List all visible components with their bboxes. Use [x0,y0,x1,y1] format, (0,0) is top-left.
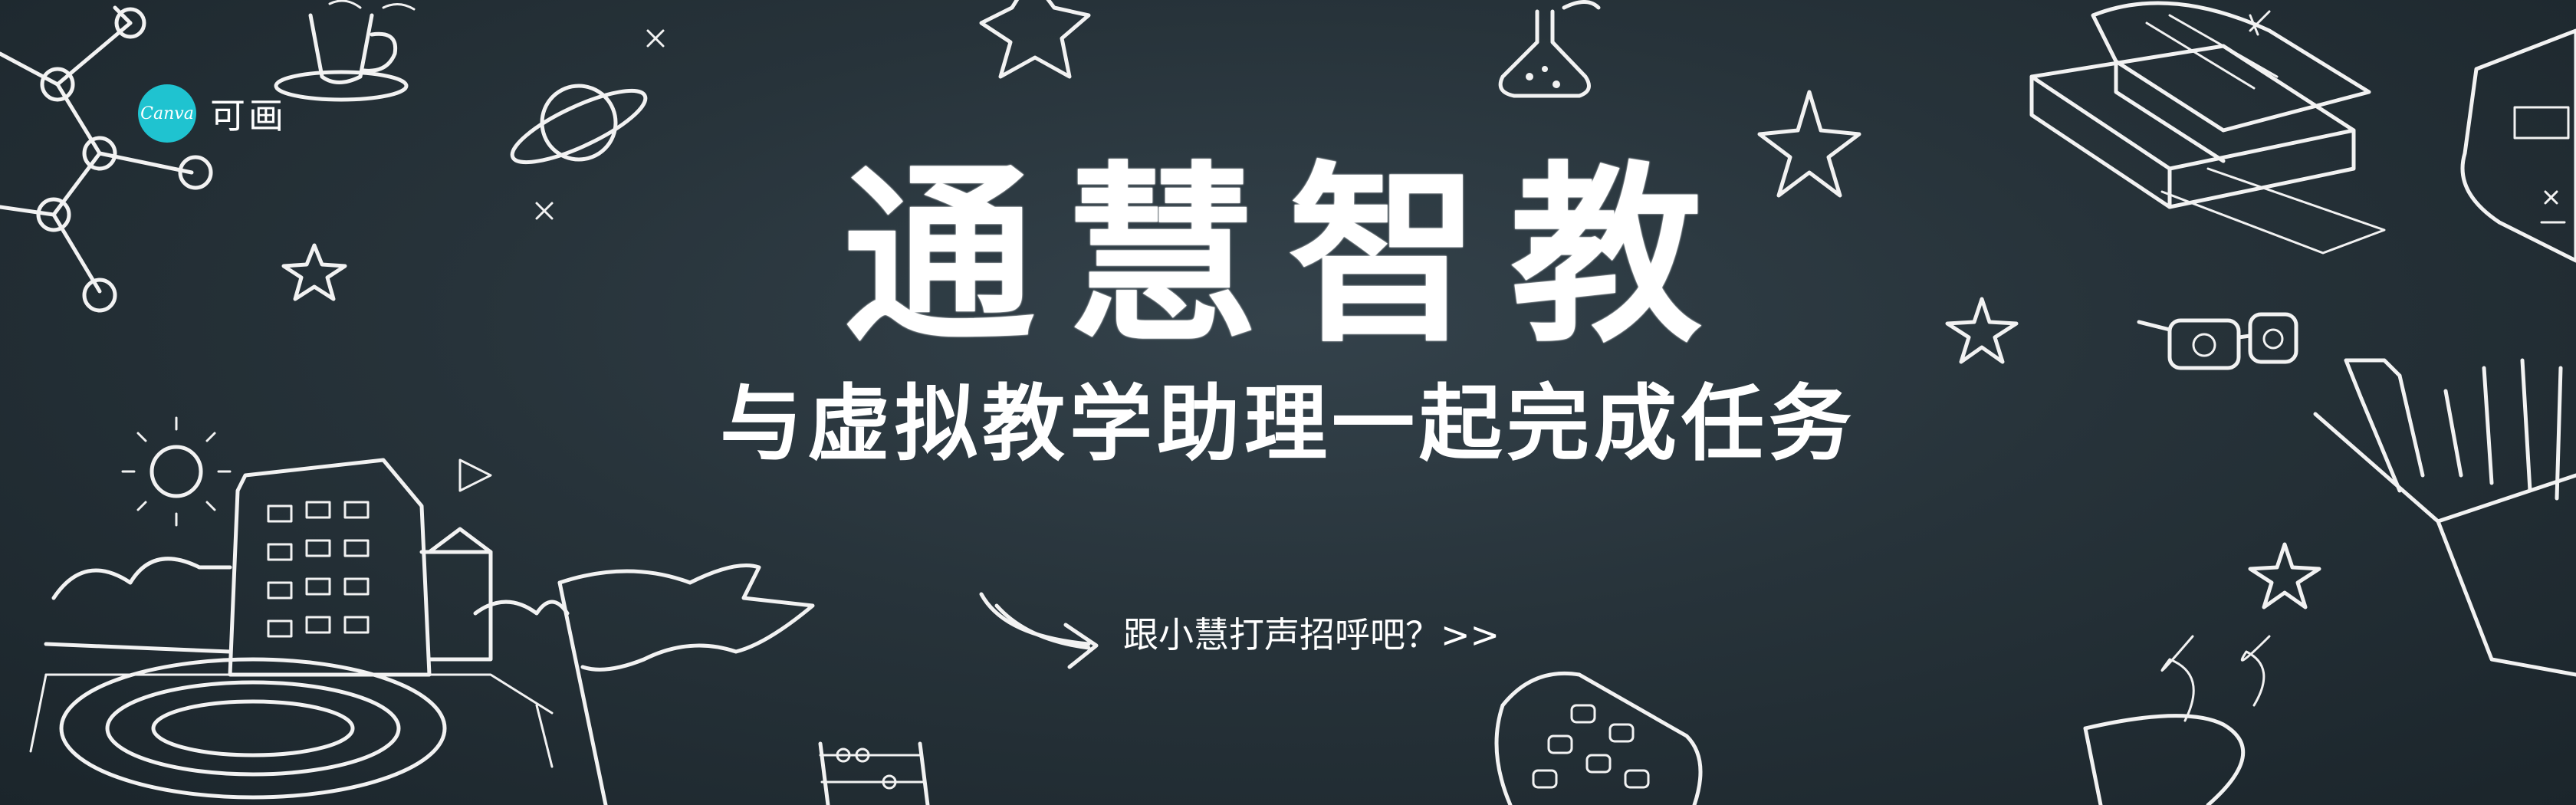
banner-subtitle: 与虚拟教学助理一起完成任务 [719,376,1856,472]
books-icon [2029,1,2386,255]
greet-assistant-link[interactable]: 跟小慧打声招呼吧？>> [1123,614,1500,656]
calculator-icon-bottom [1494,671,1703,805]
coffee-cup-icon [274,0,416,102]
flag-icon [557,564,815,805]
pencil-cup-icon [2313,358,2576,677]
tea-cup-icon [2083,635,2271,805]
arrow-icon [979,592,1099,669]
sun-icon [121,416,232,527]
glasses-icon [2137,312,2298,370]
flask-icon [1498,0,1601,98]
school-building-icon [44,458,570,715]
running-track-icon [29,657,554,800]
calculator-icon [2460,28,2576,263]
abacus-icon [818,741,930,805]
star-icon [281,0,2321,610]
brand-name: 可画 [210,95,287,136]
canva-brand[interactable]: Canva 可画 [138,84,287,143]
banner-title: 通慧智教 [843,145,1733,368]
canva-logo-icon: Canva [138,84,196,143]
molecule-icon [0,5,213,313]
planet-icon [510,29,665,220]
